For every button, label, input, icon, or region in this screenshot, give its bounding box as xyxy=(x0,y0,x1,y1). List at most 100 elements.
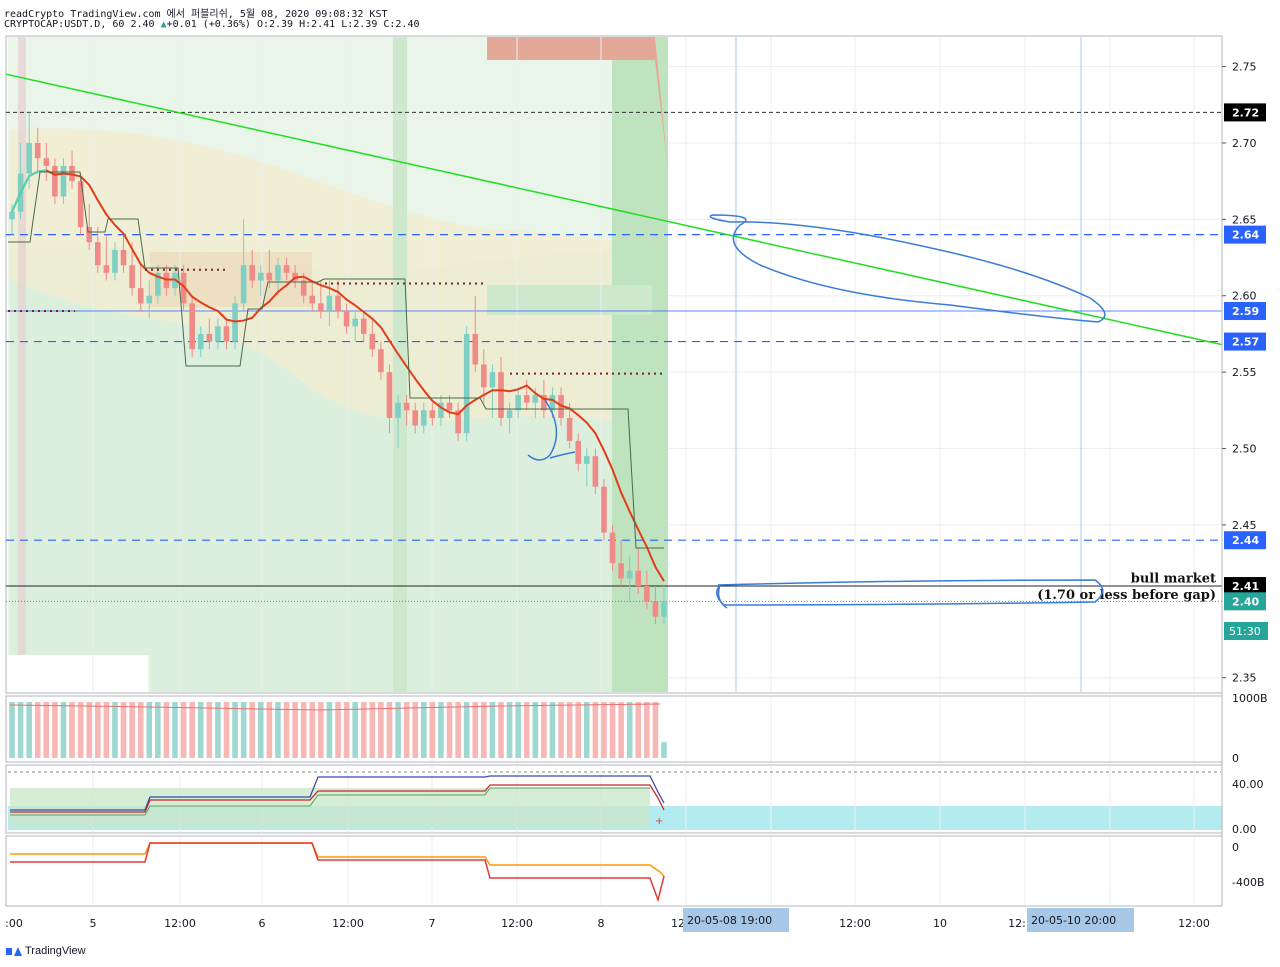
candle-28 xyxy=(249,249,255,289)
candle-14 xyxy=(129,242,135,296)
ind1-plus-icon: + xyxy=(655,816,663,827)
volume-bar xyxy=(155,702,161,758)
candle-body xyxy=(352,318,358,327)
candle-58 xyxy=(506,402,513,434)
candle-body xyxy=(206,333,213,342)
symbol-name[interactable]: CRYPTOCAP:USDT.D, 60 xyxy=(4,19,125,30)
ind1-line-red xyxy=(10,784,665,813)
candle-body xyxy=(421,410,427,426)
time-tick-label: 12:00 xyxy=(1178,917,1210,930)
volume-bar xyxy=(395,702,401,758)
volume-bar xyxy=(369,702,376,758)
candle-20 xyxy=(180,265,187,312)
candle-body xyxy=(635,570,642,587)
volume-bar xyxy=(378,702,384,758)
volume-bar xyxy=(523,702,530,758)
candle-38 xyxy=(335,280,341,319)
candle-35 xyxy=(309,280,316,312)
candle-0 xyxy=(9,204,15,235)
time-tick-label: 6 xyxy=(259,917,266,930)
subpane-axis-label-5: -400B xyxy=(1232,876,1265,889)
volume-bar xyxy=(609,702,616,758)
price-label-box xyxy=(1224,332,1266,351)
candle-body xyxy=(95,242,101,266)
candle-17 xyxy=(155,265,161,304)
candle-55 xyxy=(481,349,487,403)
time-tick-label: 12:00 xyxy=(839,917,871,930)
candle-body xyxy=(189,303,195,350)
candle-8 xyxy=(77,173,84,235)
volume-bar xyxy=(52,702,58,758)
volume-bar xyxy=(541,702,547,758)
volume-bar xyxy=(421,702,427,758)
volume-bar xyxy=(60,702,67,758)
volume-bar xyxy=(300,702,307,758)
last-price: 2.40 xyxy=(130,19,155,30)
volume-bar xyxy=(584,702,590,758)
candle-51 xyxy=(446,395,453,418)
time-axis[interactable]: :00 5 12:00 6 12:00 7 12:00 8 12 12:00 10 12: 12:00 2… xyxy=(5,905,1222,932)
price-change: +0.01 (+0.36%) xyxy=(166,19,251,30)
candle-body xyxy=(549,395,556,411)
time-highlight-label: 20-05-08 19:00 xyxy=(687,914,772,927)
candle-4 xyxy=(43,142,50,182)
volume-bar xyxy=(137,702,144,758)
ind1-line-blue xyxy=(10,775,665,811)
candle-body xyxy=(523,395,530,403)
price-label-box xyxy=(1224,302,1266,321)
candle-body xyxy=(429,410,436,418)
price-label: 2.40 xyxy=(1232,595,1259,608)
volume-bar xyxy=(318,702,324,758)
subpane-axis-label-2: 40.00 xyxy=(1232,778,1264,791)
ind2-line-orange xyxy=(10,842,665,877)
zone-green-box xyxy=(487,285,652,315)
price-label-box xyxy=(1224,103,1266,122)
volume-bar xyxy=(335,702,341,758)
volume-bar xyxy=(352,702,358,758)
time-highlight-box xyxy=(683,908,789,932)
volume-bar xyxy=(626,702,633,758)
volume-bar xyxy=(240,702,247,758)
candle-body xyxy=(438,402,444,418)
time-tick-label: 12:00 xyxy=(501,917,533,930)
volume-bar xyxy=(163,702,170,758)
time-tick-label: 12:00 xyxy=(164,917,196,930)
candle-52 xyxy=(455,402,461,441)
candle-70 xyxy=(609,524,616,571)
volume-bar xyxy=(223,702,230,758)
candle-body xyxy=(472,333,479,365)
volume-bar xyxy=(172,702,178,758)
volume-bar xyxy=(326,702,333,758)
candle-body xyxy=(584,456,590,464)
volume-bar xyxy=(343,702,350,758)
candle-39 xyxy=(343,303,350,334)
candle-body xyxy=(120,249,127,266)
candle-body xyxy=(463,333,470,434)
subpane-axis-label-1: 0 xyxy=(1232,752,1239,765)
candle-body xyxy=(566,417,573,441)
price-tick-label: 2.60 xyxy=(1232,290,1257,303)
volume-bar xyxy=(189,702,195,758)
logo-text: TradingView xyxy=(25,945,86,957)
candle-body xyxy=(266,272,273,281)
volume-bar xyxy=(34,702,41,758)
candle-46 xyxy=(403,395,410,426)
price-label: 2.72 xyxy=(1232,106,1259,119)
volume-bar xyxy=(249,702,255,758)
price-axis[interactable]: 2.75 2.70 2.65 2.60 2.55 2.50 2.45 2.35 2.72 2.64… xyxy=(1221,36,1268,906)
candle-body xyxy=(403,402,410,411)
time-highlight-box xyxy=(1027,908,1134,932)
price-tick-label: 2.45 xyxy=(1232,519,1257,532)
ind2-line-red xyxy=(10,842,665,903)
candle-body xyxy=(481,364,487,388)
candle-45 xyxy=(395,395,401,449)
candle-body xyxy=(661,601,667,617)
price-tick-label: 2.55 xyxy=(1232,366,1257,379)
candle-53 xyxy=(463,326,470,441)
volume-bar xyxy=(86,702,92,758)
hand-drawings xyxy=(527,214,1106,609)
subpane-axis-label-0: 1000B xyxy=(1232,692,1268,705)
time-tick-label: 5 xyxy=(90,917,97,930)
candle-body xyxy=(34,142,41,159)
